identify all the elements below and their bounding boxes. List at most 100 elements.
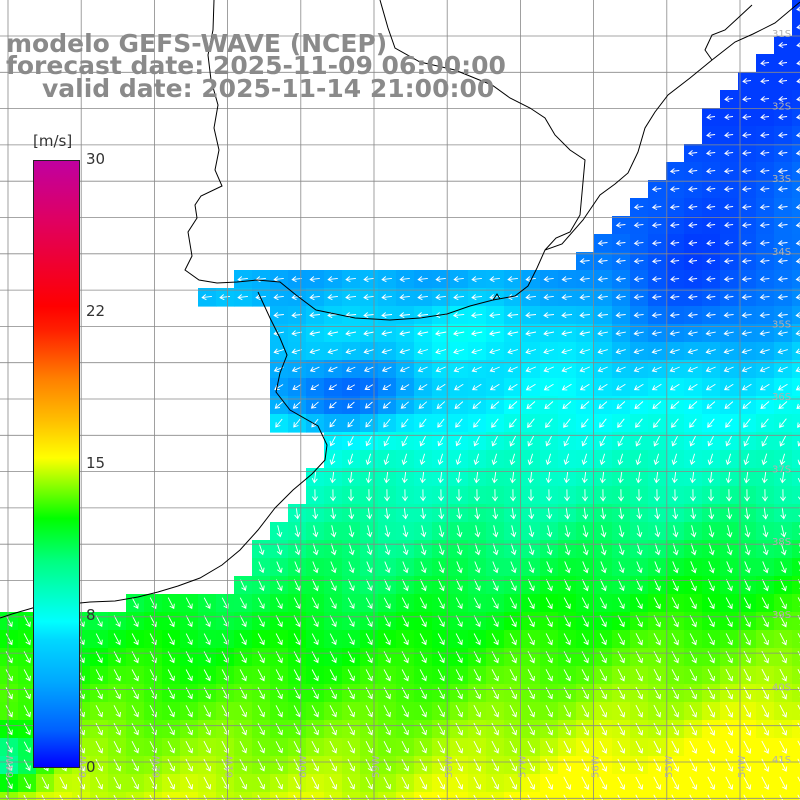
wind-arrow <box>563 435 570 447</box>
wind-arrow <box>741 312 752 319</box>
wind-arrow <box>131 633 139 646</box>
wind-arrow <box>59 776 68 790</box>
wind-arrow <box>599 435 606 447</box>
wind-arrow <box>167 794 171 800</box>
wind-arrow <box>795 150 800 156</box>
wind-arrow <box>401 435 408 447</box>
wind-arrow <box>669 312 680 319</box>
wind-arrow <box>726 543 733 556</box>
wind-arrow <box>688 222 698 229</box>
wind-arrow <box>401 633 409 646</box>
wind-arrow <box>23 633 31 646</box>
wind-arrow <box>654 543 661 556</box>
wind-cell <box>792 720 800 739</box>
wind-arrow <box>365 453 372 466</box>
wind-arrow <box>762 543 769 556</box>
wind-arrow <box>528 489 534 502</box>
wind-arrow <box>636 507 643 520</box>
wind-arrow <box>437 669 445 682</box>
wind-arrow <box>474 489 480 502</box>
wind-arrow <box>633 312 644 319</box>
wind-arrow <box>635 758 644 772</box>
wind-arrow <box>492 543 499 556</box>
wind-arrow <box>435 294 446 301</box>
wind-arrow <box>402 525 409 538</box>
wind-arrow <box>527 435 534 447</box>
wind-arrow <box>273 294 284 301</box>
wind-arrow <box>419 597 427 610</box>
wind-arrow <box>669 348 680 355</box>
wind-arrow <box>777 204 788 211</box>
wind-arrow <box>723 186 734 193</box>
wind-arrow <box>401 615 409 628</box>
wind-arrow <box>597 330 608 337</box>
wind-arrow <box>239 705 247 718</box>
wind-arrow <box>527 704 535 718</box>
wind-arrow <box>545 435 552 447</box>
wind-arrow <box>167 615 175 628</box>
model-title: modelo GEFS-WAVE (NCEP) <box>6 29 388 58</box>
wind-arrow <box>759 348 770 355</box>
wind-arrow <box>113 740 121 754</box>
wind-arrow <box>366 489 372 502</box>
wind-arrow <box>597 240 608 247</box>
wind-arrow <box>705 312 716 319</box>
wind-arrow <box>579 366 590 373</box>
wind-arrow <box>617 668 625 682</box>
wind-arrow <box>563 722 571 736</box>
wind-arrow <box>345 330 357 337</box>
wind-arrow <box>651 186 662 193</box>
wind-cell <box>756 792 775 800</box>
wind-arrow <box>509 579 517 592</box>
wind-arrow <box>760 96 770 103</box>
wind-arrow <box>635 704 643 718</box>
wind-arrow <box>473 794 477 800</box>
wind-arrow <box>437 597 445 610</box>
wind-arrow <box>491 597 499 610</box>
wind-arrow <box>597 312 608 319</box>
wind-arrow <box>777 132 788 139</box>
wind-arrow <box>618 489 624 502</box>
wind-arrow <box>365 471 372 484</box>
wind-arrow <box>545 776 554 790</box>
wind-arrow <box>291 348 302 355</box>
wind-arrow <box>651 348 662 355</box>
wind-arrow <box>384 507 391 520</box>
wind-arrow <box>419 723 427 736</box>
wind-arrow <box>527 722 535 736</box>
wind-cell <box>180 792 199 800</box>
wind-arrow <box>690 507 697 520</box>
wind-arrow <box>113 722 121 736</box>
wind-arrow <box>527 776 536 790</box>
wind-arrow <box>418 384 428 391</box>
wind-arrow <box>239 669 247 682</box>
wind-arrow <box>778 78 788 85</box>
wind-arrow <box>615 348 626 355</box>
wind-cell <box>792 504 800 523</box>
wind-arrow <box>401 723 409 736</box>
wind-cell <box>792 540 800 559</box>
wind-arrow <box>455 615 463 628</box>
wind-arrow <box>366 543 373 556</box>
wind-arrow <box>474 561 481 574</box>
wind-cell <box>792 198 800 217</box>
wind-arrow <box>348 489 354 502</box>
wind-arrow <box>402 561 409 574</box>
wind-arrow <box>599 740 608 754</box>
wind-arrow <box>507 312 519 319</box>
wind-cell <box>144 792 163 800</box>
wind-arrow <box>509 740 517 754</box>
wind-arrow <box>292 401 301 409</box>
wind-arrow <box>705 168 716 175</box>
wind-arrow <box>599 704 608 718</box>
wind-arrow <box>761 740 770 754</box>
wind-arrow <box>417 366 428 373</box>
wind-arrow <box>275 669 283 682</box>
wind-arrow <box>203 740 211 754</box>
wind-arrow <box>365 633 373 646</box>
latitude-label: 41S <box>772 755 791 766</box>
wind-arrow <box>417 294 428 301</box>
wind-arrow <box>329 579 337 592</box>
wind-arrow <box>687 312 698 319</box>
wind-arrow <box>759 240 770 247</box>
